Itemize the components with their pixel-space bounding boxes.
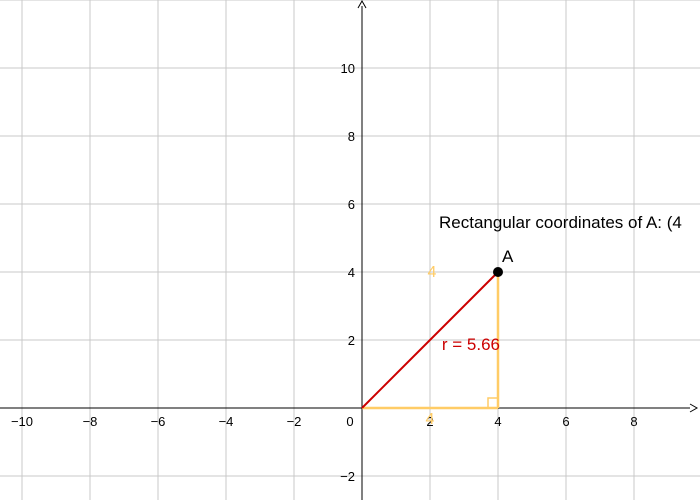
x-tick-label: −6: [151, 414, 166, 429]
y-tick-label: 6: [348, 197, 355, 212]
x-tick-label: −2: [287, 414, 302, 429]
y-tick-label: 2: [348, 333, 355, 348]
x-tick-label: 4: [494, 414, 501, 429]
x-tick-label: −4: [219, 414, 234, 429]
right-angle-marker-icon: [487, 397, 498, 408]
vertical-leg-label: 4: [428, 264, 437, 281]
x-tick-label: 0: [346, 414, 353, 429]
y-tick-label: 8: [348, 129, 355, 144]
y-axis-arrow-icon: [357, 0, 367, 9]
x-tick-label: 2: [426, 414, 433, 429]
radius-segment: [361, 271, 499, 409]
x-tick-label: −8: [83, 414, 98, 429]
x-axis-arrow-icon: [689, 403, 699, 413]
y-tick-label: 4: [348, 265, 355, 280]
x-tick-label: 8: [630, 414, 637, 429]
x-tick-label: −10: [11, 414, 33, 429]
point-a[interactable]: [493, 267, 503, 277]
point-a-label: A: [502, 247, 514, 266]
x-tick-label: 6: [562, 414, 569, 429]
y-tick-label: −2: [340, 469, 355, 484]
horizontal-leg-label: 4: [426, 411, 435, 428]
y-tick-label: 10: [341, 61, 355, 76]
x-tick-labels: −10 −8 −6 −4 −2 0 2 4 6 8: [11, 414, 638, 429]
y-tick-labels: −2 2 4 6 8 10: [340, 61, 355, 484]
radius-label: r = 5.66: [442, 335, 500, 354]
triangle-figure: 4 4 r = 5.66 A: [361, 247, 514, 428]
coordinates-caption: Rectangular coordinates of A: (4: [439, 213, 682, 232]
